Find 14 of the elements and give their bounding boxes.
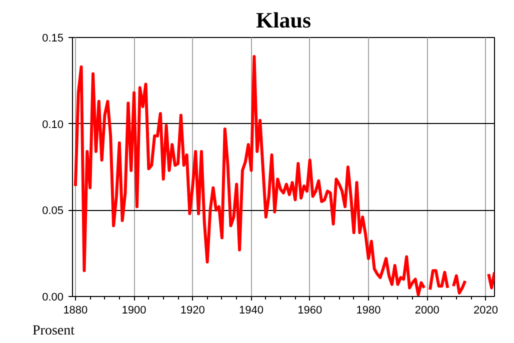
x-tick-label: 1900 (122, 304, 146, 316)
chart-title: Klaus (256, 8, 312, 32)
x-tick-label: 2020 (473, 304, 498, 316)
x-tick-label: 1940 (239, 304, 264, 316)
x-tick-label: 1980 (356, 304, 381, 316)
x-tick-label: 1880 (63, 304, 88, 316)
y-tick-label: 0.05 (42, 205, 64, 218)
x-tick-label: 1960 (298, 304, 322, 316)
x-tick-label: 2000 (414, 304, 440, 316)
y-axis-title: Prosent (32, 324, 75, 338)
y-tick-label: 0.00 (42, 292, 64, 304)
y-tick-label: 0.10 (42, 118, 64, 131)
x-tick-label: 1920 (180, 304, 205, 316)
y-tick-label: 0.15 (42, 32, 64, 44)
